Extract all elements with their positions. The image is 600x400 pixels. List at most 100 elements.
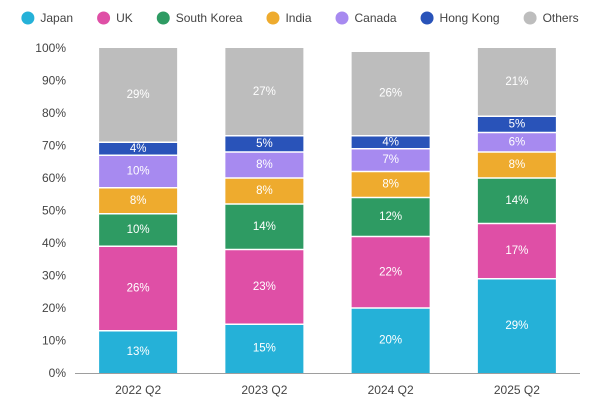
bar-group-2024-q2: 20% 22% 12% 8% 7% 4% 26%: [351, 52, 430, 373]
bar-segment-india: [477, 152, 556, 178]
legend-marker-canada: [335, 11, 349, 25]
legend-marker-india: [266, 11, 280, 25]
bar-segment-canada: [225, 152, 304, 178]
bar-segment-others: [99, 48, 178, 142]
data-label-canada: 10%: [127, 166, 150, 178]
data-label-south-korea: 14%: [253, 221, 276, 233]
data-label-others: 29%: [127, 89, 150, 101]
bar-segment-others: [477, 48, 556, 116]
bar-segment-japan: [477, 279, 556, 373]
y-tick-label: 100%: [35, 41, 66, 55]
bar-segment-south-korea: [477, 178, 556, 223]
bar-segment-india: [99, 188, 178, 213]
legend-label-canada: Canada: [355, 11, 397, 25]
bar-group-2023-q2: 15% 23% 14% 8% 8% 5% 27%: [225, 48, 304, 373]
data-label-india: 8%: [256, 185, 273, 197]
data-label-uk: 23%: [253, 281, 276, 293]
data-label-japan: 13%: [127, 346, 150, 358]
data-label-uk: 26%: [127, 283, 150, 295]
y-tick-label: 40%: [42, 236, 66, 250]
data-label-hong-kong: 5%: [256, 138, 273, 150]
bar-segment-uk: [477, 224, 556, 278]
legend-marker-others: [523, 11, 537, 25]
data-label-japan: 20%: [379, 335, 402, 347]
data-label-hong-kong: 4%: [382, 136, 399, 148]
y-tick-label: 0%: [49, 366, 67, 380]
data-label-others: 21%: [505, 76, 528, 88]
bar-segment-japan: [351, 308, 430, 373]
bar-segment-japan: [225, 325, 304, 373]
data-label-canada: 8%: [256, 159, 273, 171]
data-label-south-korea: 12%: [379, 211, 402, 223]
legend-item-others: Others: [523, 11, 579, 25]
data-label-uk: 22%: [379, 266, 402, 278]
bar-segment-canada: [477, 133, 556, 152]
data-label-india: 8%: [509, 159, 526, 171]
data-label-india: 8%: [130, 195, 147, 207]
bar-group-2022-q2: 13% 26% 10% 8% 10% 4% 29%: [99, 48, 178, 373]
bar-segment-india: [225, 178, 304, 204]
data-label-south-korea: 10%: [127, 224, 150, 236]
y-tick-label: 30%: [42, 269, 66, 283]
data-label-uk: 17%: [505, 245, 528, 257]
legend-marker-hong-kong: [420, 11, 434, 25]
bar-segment-canada: [99, 156, 178, 187]
legend-item-south-korea: South Korea: [156, 11, 243, 25]
legend-marker-south-korea: [156, 11, 170, 25]
bar-segment-uk: [225, 250, 304, 324]
y-tick-label: 10%: [42, 334, 66, 348]
bar-segment-uk: [351, 237, 430, 308]
bar-segment-others: [225, 48, 304, 135]
bar-segment-hong-kong: [477, 117, 556, 132]
legend-item-hong-kong: Hong Kong: [420, 11, 500, 25]
legend-item-canada: Canada: [335, 11, 397, 25]
data-label-hong-kong: 4%: [130, 143, 147, 155]
legend-marker-uk: [97, 11, 111, 25]
bar-segment-india: [351, 172, 430, 197]
x-axis: 2022 Q2 2023 Q2 2024 Q2 2025 Q2: [115, 383, 540, 397]
legend-label-hong-kong: Hong Kong: [440, 11, 500, 25]
bar-segment-south-korea: [99, 214, 178, 246]
legend-marker-japan: [21, 11, 35, 25]
x-tick-label: 2023 Q2: [241, 383, 287, 397]
legend-item-japan: Japan: [21, 11, 73, 25]
bar-segment-south-korea: [351, 198, 430, 236]
data-label-india: 8%: [382, 179, 399, 191]
plot-area: 13% 26% 10% 8% 10% 4% 29% 15% 23% 14% 8% 8% 5% 27% 20%…: [99, 48, 556, 373]
y-tick-label: 70%: [42, 139, 66, 153]
legend-label-others: Others: [543, 11, 579, 25]
bar-segment-hong-kong: [351, 136, 430, 148]
y-tick-label: 80%: [42, 106, 66, 120]
bar-segment-canada: [351, 149, 430, 171]
data-label-canada: 6%: [509, 136, 526, 148]
bar-segment-hong-kong: [225, 136, 304, 152]
legend-item-india: India: [266, 11, 312, 25]
bar-segment-uk: [99, 247, 178, 330]
data-label-japan: 29%: [505, 320, 528, 332]
y-tick-label: 60%: [42, 171, 66, 185]
legend: Japan UK South Korea India Canada Hong Kong Ot…: [21, 11, 579, 25]
bar-segment-south-korea: [225, 204, 304, 249]
data-label-hong-kong: 5%: [509, 118, 526, 130]
data-label-japan: 15%: [253, 343, 276, 355]
x-tick-label: 2024 Q2: [368, 383, 414, 397]
legend-item-uk: UK: [97, 11, 133, 25]
legend-label-japan: Japan: [40, 11, 73, 25]
bar-group-2025-q2: 29% 17% 14% 8% 6% 5% 21%: [477, 48, 556, 373]
y-axis: 0% 10% 20% 30% 40% 50% 60% 70% 80% 90% 100%: [35, 41, 66, 380]
data-label-others: 26%: [379, 88, 402, 100]
legend-label-south-korea: South Korea: [176, 11, 243, 25]
y-tick-label: 90%: [42, 74, 66, 88]
x-tick-label: 2022 Q2: [115, 383, 161, 397]
y-tick-label: 50%: [42, 204, 66, 218]
bar-segment-others: [351, 52, 430, 135]
data-label-south-korea: 14%: [505, 195, 528, 207]
y-tick-label: 20%: [42, 301, 66, 315]
x-tick-label: 2025 Q2: [494, 383, 540, 397]
legend-label-uk: UK: [116, 11, 133, 25]
data-label-others: 27%: [253, 86, 276, 98]
bar-segment-japan: [99, 331, 178, 373]
legend-label-india: India: [285, 11, 311, 25]
bar-segment-hong-kong: [99, 143, 178, 155]
